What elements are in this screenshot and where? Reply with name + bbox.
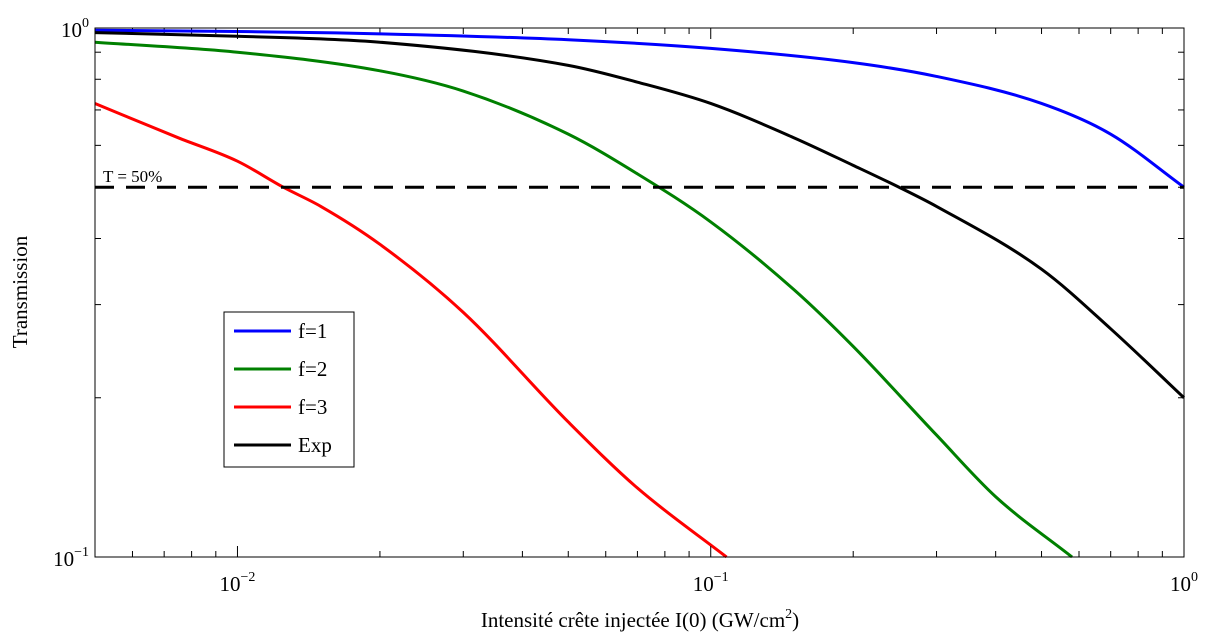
series-line-f-2 [94,40,1073,559]
x-tick-label: 10−2 [220,570,256,596]
plot-area [95,28,1184,557]
x-tick-label: 10−1 [693,570,729,596]
reference-line-label: T = 50% [103,167,162,186]
legend-label-exp: Exp [298,433,332,457]
plot-frame [94,27,1185,558]
legend-box [223,311,355,468]
legend-label-f-1: f=1 [298,319,327,343]
y-tick-label: 100 [61,16,89,42]
tick-labels: 10−2 10−1 100 10−1 100 [53,16,1198,596]
major-ticks [95,27,1185,558]
series-layer [94,28,1186,559]
x-axis-title: Intensité crête injectée I(0) (GW/cm2) [481,607,799,632]
legend-label-f-3: f=3 [298,395,327,419]
y-axis-title: Transmission [8,235,32,348]
legend-label-f-2: f=2 [298,357,327,381]
minor-ticks [94,28,1184,557]
x-tick-label: 100 [1170,570,1198,596]
series-line-f-3 [94,102,728,559]
y-tick-label: 10−1 [53,545,89,571]
series-line-f-1 [94,28,1185,189]
legend: f=1 f=2 f=3 Exp [223,311,355,468]
series-line-exp [94,31,1186,399]
